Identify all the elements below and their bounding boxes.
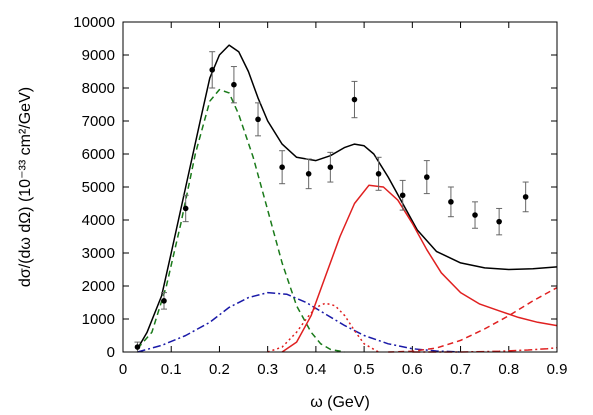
y-tick-label: 7000 xyxy=(82,113,115,130)
curve-2 xyxy=(136,88,345,353)
theory-curves xyxy=(136,44,558,353)
curve-3 xyxy=(137,291,461,353)
y-tick-label: 9000 xyxy=(82,47,115,64)
data-point xyxy=(472,212,478,218)
y-tick-label: 5000 xyxy=(82,179,115,196)
data-point xyxy=(134,344,141,350)
y-axis-label: dσ/(dω dΩ) (10⁻³³ cm²/GeV) xyxy=(17,87,34,287)
y-tick-label: 10000 xyxy=(73,14,115,31)
data-point xyxy=(209,67,216,73)
data-point xyxy=(351,96,358,103)
y-tick-label: 2000 xyxy=(82,278,115,295)
data-point xyxy=(182,205,189,212)
data-point xyxy=(448,199,454,205)
data-point xyxy=(399,192,406,199)
x-tick-label: 0.7 xyxy=(450,361,471,378)
data-points xyxy=(134,51,529,353)
data-point xyxy=(161,298,167,304)
x-axis-label: ω (GeV) xyxy=(310,394,370,411)
curve-4 xyxy=(281,184,558,353)
x-axis-ticks: 0 0.1 0.2 0.3 0.4 0.5 0.6 0.7 0.8 0.9 xyxy=(119,22,568,378)
x-tick-label: 0.3 xyxy=(257,361,278,378)
x-tick-label: 0.8 xyxy=(498,361,519,378)
y-tick-label: 0 xyxy=(107,344,115,361)
data-point xyxy=(255,116,261,123)
plot-frame xyxy=(122,21,558,353)
y-tick-label: 6000 xyxy=(82,146,115,163)
x-tick-label: 0.6 xyxy=(402,361,423,378)
x-tick-label: 0.2 xyxy=(209,361,230,378)
x-tick-label: 0.5 xyxy=(354,361,375,378)
data-point xyxy=(424,174,430,180)
data-point xyxy=(279,164,285,170)
x-tick-label: 0.1 xyxy=(161,361,182,378)
data-point xyxy=(305,171,312,177)
data-point xyxy=(522,194,529,200)
x-tick-label: 0.9 xyxy=(547,361,568,378)
data-point xyxy=(496,218,502,225)
y-tick-label: 1000 xyxy=(82,311,115,328)
curve-1 xyxy=(136,44,558,350)
x-tick-label: 0 xyxy=(119,361,127,378)
data-point xyxy=(327,164,334,170)
y-tick-label: 8000 xyxy=(82,80,115,97)
data-point xyxy=(375,171,382,177)
y-axis-ticks: 0 1000 2000 3000 4000 5000 6000 7000 8000 9000 100… xyxy=(73,14,557,361)
curve-6 xyxy=(388,286,558,353)
y-tick-label: 4000 xyxy=(82,212,115,229)
x-tick-label: 0.4 xyxy=(305,361,326,378)
data-point xyxy=(231,81,237,88)
curve-7 xyxy=(412,346,558,353)
curve-5 xyxy=(267,302,379,353)
y-tick-label: 3000 xyxy=(82,245,115,262)
